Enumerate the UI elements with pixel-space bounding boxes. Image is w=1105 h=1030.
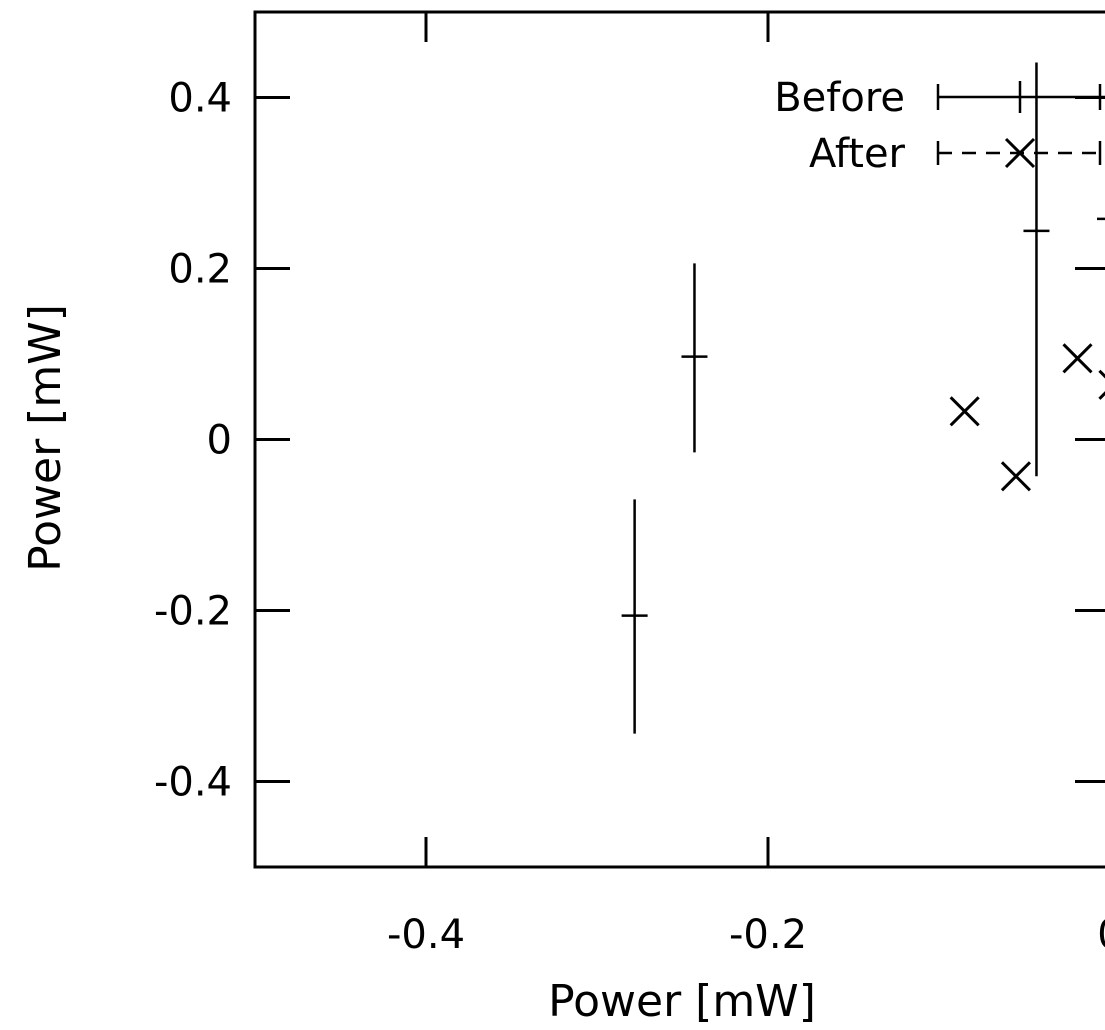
x-tick-label: -0.4 xyxy=(387,912,465,958)
legend-item-before: Before xyxy=(774,75,1105,121)
data-point-after xyxy=(1000,461,1032,492)
data-point-before xyxy=(1097,217,1105,221)
data-point-before xyxy=(681,263,708,453)
cross-marker xyxy=(1000,461,1032,492)
series-after xyxy=(949,343,1105,492)
x-axis: -0.4-0.200.20.4 xyxy=(387,12,1105,958)
y-tick-label: 0.2 xyxy=(168,247,232,293)
y-tick-label: -0.4 xyxy=(154,760,232,806)
legend-item-after: After xyxy=(809,131,1105,177)
x-tick-label: -0.2 xyxy=(729,912,807,958)
cross-marker xyxy=(1098,391,1105,400)
data-point-after xyxy=(1062,343,1093,374)
legend-label: After xyxy=(809,131,906,177)
y-tick-label: -0.2 xyxy=(154,589,232,635)
plot-frame xyxy=(253,10,1105,869)
data-point-before xyxy=(1023,62,1050,477)
x-axis-label: Power [mW] xyxy=(548,976,816,1027)
cross-marker xyxy=(1062,343,1093,374)
cross-marker xyxy=(949,396,980,427)
y-axis-label: Power [mW] xyxy=(20,304,71,572)
x-tick-label: 0 xyxy=(1097,912,1105,958)
y-axis: -0.4 -0.2 0 0.2 0.4 xyxy=(154,76,1105,806)
legend-label: Before xyxy=(774,75,905,121)
cross-marker xyxy=(1098,369,1105,379)
series-before xyxy=(621,62,1105,734)
legend: Before After xyxy=(774,75,1105,177)
y-tick-label: 0 xyxy=(207,418,232,464)
y-tick-label: 0.4 xyxy=(168,76,232,122)
data-point-before xyxy=(621,499,648,734)
plot-area xyxy=(621,62,1105,734)
data-point-after xyxy=(1098,369,1105,400)
legend-marker xyxy=(1004,137,1036,169)
data-point-after xyxy=(949,396,980,427)
